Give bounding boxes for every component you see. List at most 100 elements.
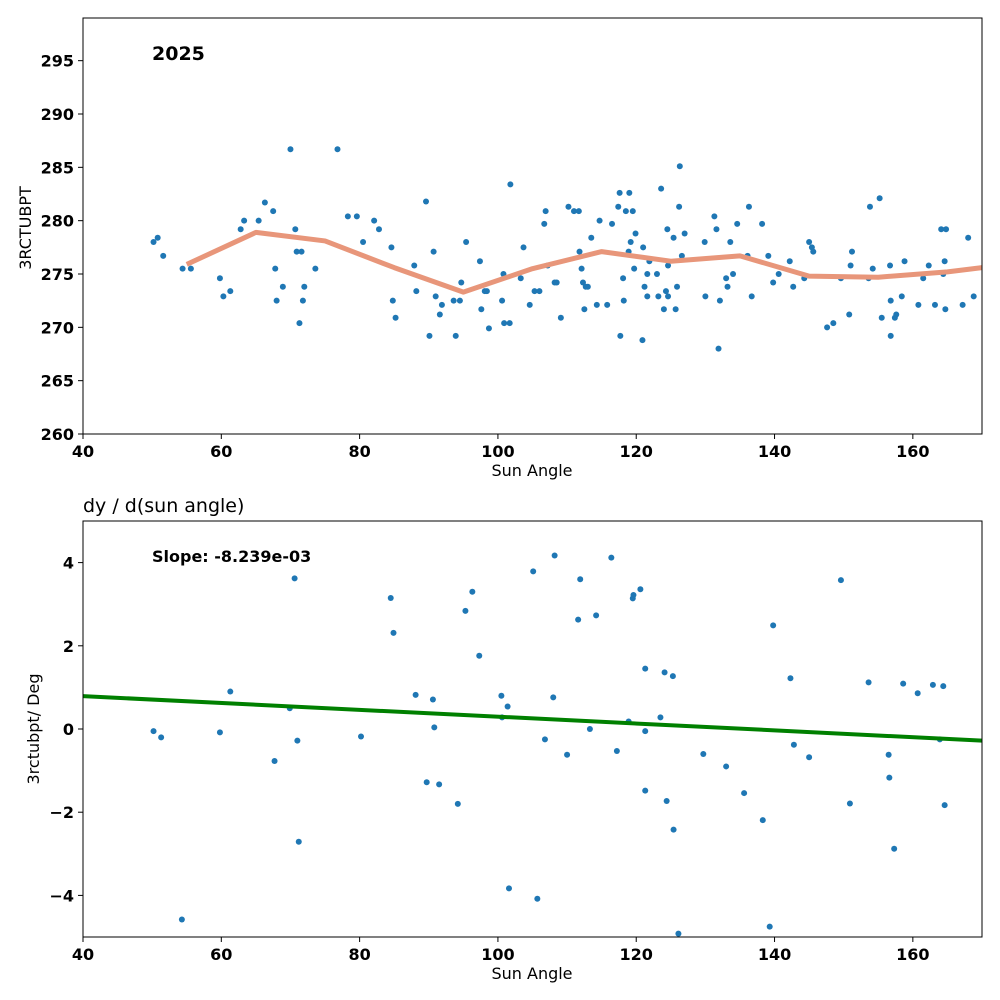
- data-point: [642, 665, 649, 672]
- data-point: [787, 675, 794, 682]
- data-point: [941, 802, 948, 809]
- data-point: [227, 688, 234, 695]
- data-point: [237, 226, 244, 233]
- data-point: [730, 271, 737, 277]
- data-point: [604, 301, 611, 308]
- data-point: [179, 265, 186, 272]
- data-point: [700, 750, 707, 757]
- top-x-axis-label: Sun Angle: [491, 461, 572, 480]
- data-point: [411, 262, 418, 269]
- y-tick-label: 0: [63, 720, 74, 739]
- data-point: [724, 283, 731, 290]
- data-point: [287, 146, 294, 153]
- data-point: [536, 288, 543, 295]
- top-scatter-points: [150, 146, 977, 352]
- data-point: [158, 734, 165, 741]
- bottom-x-ticks: 40 60 80 100 120 140 160: [72, 937, 930, 964]
- data-point: [608, 554, 615, 561]
- data-point: [520, 244, 527, 251]
- data-point: [914, 690, 921, 697]
- data-point: [178, 916, 185, 923]
- data-point: [412, 691, 419, 698]
- data-point: [575, 208, 582, 215]
- data-point: [943, 226, 950, 233]
- data-point: [675, 930, 682, 937]
- data-point: [478, 306, 485, 313]
- data-point: [678, 252, 685, 259]
- data-point: [970, 293, 977, 300]
- data-point: [622, 208, 629, 215]
- data-point: [965, 234, 972, 241]
- data-point: [553, 279, 560, 286]
- data-point: [578, 265, 585, 272]
- data-point: [676, 163, 683, 170]
- data-point: [360, 239, 367, 245]
- data-point: [430, 248, 437, 255]
- data-point: [925, 262, 932, 269]
- data-point: [557, 314, 564, 321]
- y-tick-label: 290: [41, 105, 74, 124]
- data-point: [505, 885, 512, 892]
- data-point: [670, 234, 677, 241]
- data-point: [941, 258, 948, 265]
- data-point: [344, 213, 351, 220]
- x-tick-label: 60: [210, 945, 232, 964]
- data-point: [357, 733, 364, 740]
- x-tick-label: 160: [896, 442, 929, 461]
- data-point: [542, 208, 549, 215]
- data-point: [371, 217, 378, 224]
- data-point: [887, 262, 894, 269]
- x-tick-label: 40: [72, 442, 94, 461]
- data-point: [658, 185, 665, 192]
- data-point: [847, 262, 854, 269]
- data-point: [565, 203, 572, 210]
- top-y-axis-label: 3RCTUBPT: [16, 186, 35, 270]
- data-point: [432, 293, 439, 300]
- data-point: [431, 724, 438, 731]
- data-point: [499, 297, 506, 304]
- data-point: [504, 703, 511, 710]
- data-point: [669, 673, 676, 680]
- data-point: [676, 203, 683, 210]
- data-point: [865, 679, 872, 686]
- x-tick-label: 60: [210, 442, 232, 461]
- data-point: [469, 588, 476, 595]
- data-point: [273, 297, 280, 304]
- data-point: [255, 217, 262, 224]
- data-point: [662, 288, 669, 295]
- data-point: [390, 629, 397, 636]
- data-point: [423, 198, 430, 205]
- data-point: [295, 838, 302, 845]
- data-point: [653, 271, 660, 277]
- data-point: [617, 332, 624, 339]
- y-tick-label: 260: [41, 425, 74, 444]
- data-point: [312, 265, 319, 272]
- data-point: [531, 288, 538, 295]
- data-point: [713, 226, 720, 233]
- slope-annotation: Slope: -8.239e-03: [152, 547, 311, 566]
- data-point: [584, 283, 591, 290]
- data-point: [806, 754, 813, 761]
- data-point: [498, 692, 505, 699]
- data-point: [660, 306, 667, 313]
- data-point: [577, 576, 584, 583]
- data-point: [672, 306, 679, 313]
- data-point: [483, 288, 490, 295]
- data-point: [436, 781, 443, 788]
- y-tick-label: 280: [41, 212, 74, 231]
- data-point: [334, 146, 341, 153]
- data-point: [702, 293, 709, 300]
- data-point: [657, 714, 664, 721]
- top-panel: 40 60 80 100 120 140 160 260 265 270 275 280 285 290…: [16, 17, 983, 480]
- data-point: [727, 239, 734, 245]
- data-point: [837, 577, 844, 584]
- data-point: [639, 337, 646, 344]
- data-point: [375, 226, 382, 233]
- top-smoothed-trend-line: [185, 229, 983, 295]
- data-point: [665, 262, 672, 269]
- data-point: [517, 275, 524, 282]
- data-point: [898, 293, 905, 300]
- bottom-y-axis-label: 3rctubpt/ Deg: [24, 674, 43, 785]
- data-point: [775, 271, 782, 277]
